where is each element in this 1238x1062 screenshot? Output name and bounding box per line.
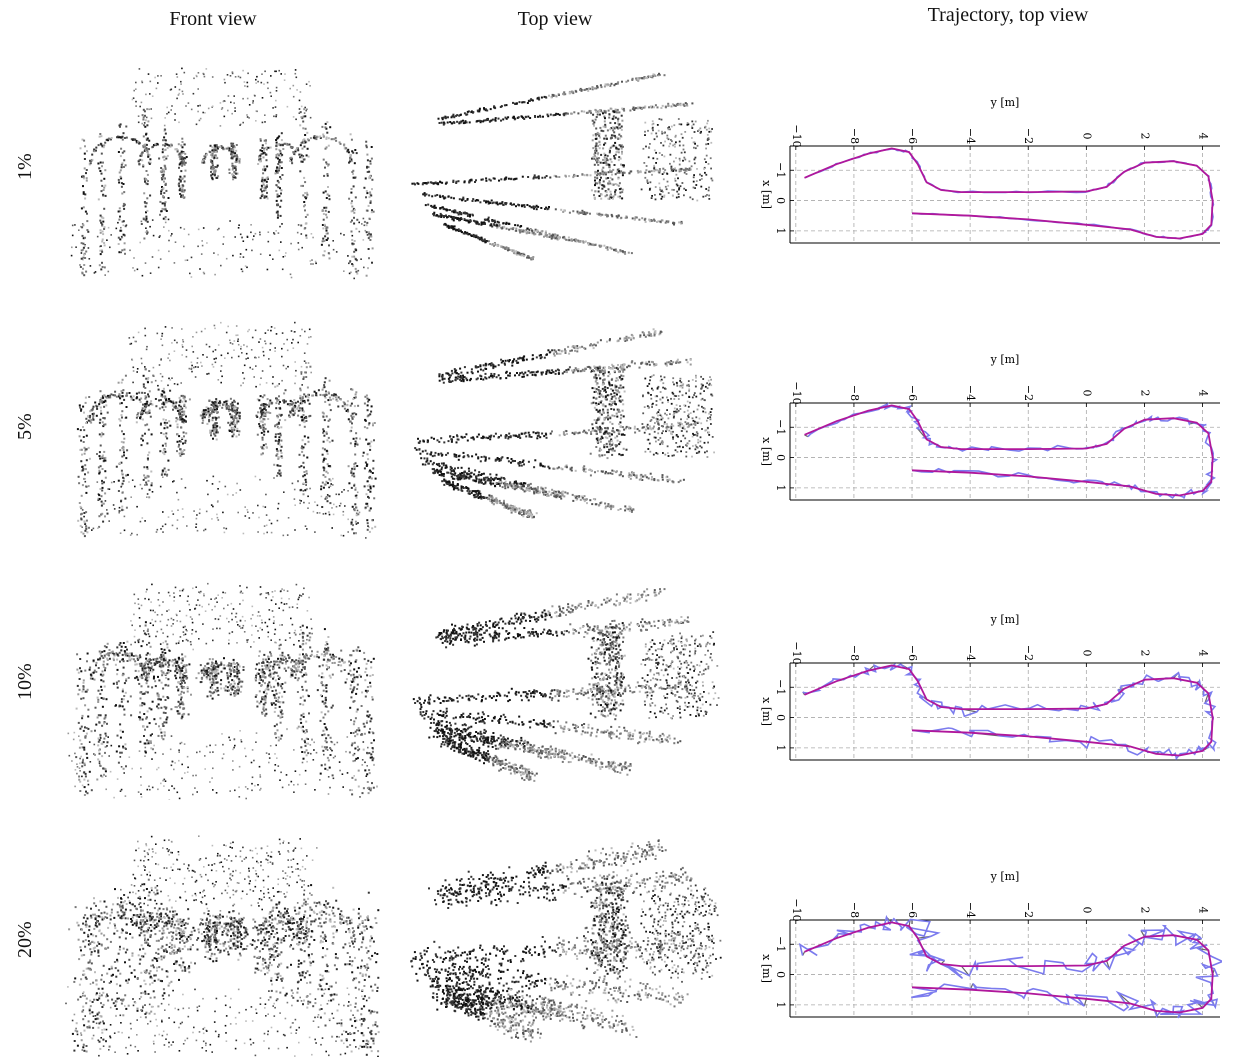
row-label-10: 10% <box>14 663 37 700</box>
x-tick-label: −8 <box>848 128 861 144</box>
x-tick-label: 0 <box>1080 133 1093 140</box>
y-tick-label: −1 <box>774 936 787 952</box>
row-label-1: 1% <box>14 153 37 180</box>
x-tick-label: 2 <box>1138 650 1151 657</box>
x-tick-label: −6 <box>906 902 919 918</box>
x-tick-label: 2 <box>1138 907 1151 914</box>
header-trajectory: Trajectory, top view <box>928 4 1089 27</box>
y-tick-label: 0 <box>774 197 787 204</box>
y-tick-label: 1 <box>774 1001 787 1008</box>
y-tick-label: −1 <box>774 419 787 435</box>
x-tick-label: 4 <box>1197 133 1210 140</box>
y-axis-label: x [m] <box>760 697 773 726</box>
top-view-point-cloud <box>392 48 722 283</box>
y-tick-label: 1 <box>774 227 787 234</box>
x-tick-label: 4 <box>1197 390 1210 397</box>
estimated-trajectory-line <box>800 917 1222 1018</box>
y-axis-label: x [m] <box>760 180 773 209</box>
y-tick-label: 0 <box>774 454 787 461</box>
x-tick-label: 0 <box>1080 650 1093 657</box>
x-tick-label: 2 <box>1138 133 1151 140</box>
top-view-point-cloud <box>392 305 722 540</box>
y-tick-label: −1 <box>774 162 787 178</box>
x-tick-label: −8 <box>848 645 861 661</box>
y-tick-label: 0 <box>774 714 787 721</box>
y-tick-label: 1 <box>774 484 787 491</box>
x-axis-label: y [m] <box>990 870 1020 883</box>
x-tick-label: 2 <box>1138 390 1151 397</box>
x-tick-label: 4 <box>1197 650 1210 657</box>
x-tick-label: −2 <box>1022 645 1035 661</box>
y-axis-label: x [m] <box>760 437 773 466</box>
x-tick-label: −2 <box>1022 128 1035 144</box>
x-tick-label: −4 <box>964 902 977 918</box>
x-tick-label: −10 <box>790 124 803 147</box>
x-tick-label: −4 <box>964 645 977 661</box>
x-tick-label: −10 <box>790 641 803 664</box>
y-axis-label: x [m] <box>760 954 773 983</box>
x-tick-label: −8 <box>848 385 861 401</box>
x-tick-label: −10 <box>790 898 803 921</box>
top-view-point-cloud <box>392 565 722 800</box>
x-tick-label: −6 <box>906 128 919 144</box>
x-axis-label: y [m] <box>990 96 1020 109</box>
ground-truth-trajectory-line <box>805 665 1213 755</box>
x-tick-label: −6 <box>906 385 919 401</box>
estimated-trajectory-line <box>808 404 1217 498</box>
x-tick-label: −2 <box>1022 385 1035 401</box>
header-front-view: Front view <box>169 8 256 31</box>
row-label-20: 20% <box>14 921 37 958</box>
x-tick-label: −8 <box>848 902 861 918</box>
ground-truth-trajectory-line <box>805 148 1213 238</box>
header-top-view: Top view <box>518 8 593 31</box>
y-tick-label: −1 <box>774 679 787 695</box>
x-tick-label: −6 <box>906 645 919 661</box>
x-tick-label: 4 <box>1197 907 1210 914</box>
x-axis-label: y [m] <box>990 353 1020 366</box>
row-label-5: 5% <box>14 413 37 440</box>
front-view-point-cloud <box>60 48 380 283</box>
x-tick-label: 0 <box>1080 907 1093 914</box>
ground-truth-trajectory-line <box>805 922 1213 1012</box>
x-tick-label: −10 <box>790 381 803 404</box>
y-tick-label: 0 <box>774 971 787 978</box>
x-tick-label: −4 <box>964 385 977 401</box>
front-view-point-cloud <box>60 305 380 540</box>
top-view-point-cloud <box>392 822 722 1057</box>
x-axis-label: y [m] <box>990 613 1020 626</box>
y-tick-label: 1 <box>774 744 787 751</box>
x-tick-label: −2 <box>1022 902 1035 918</box>
x-tick-label: −4 <box>964 128 977 144</box>
x-tick-label: 0 <box>1080 390 1093 397</box>
front-view-point-cloud <box>60 822 380 1057</box>
front-view-point-cloud <box>60 565 380 800</box>
